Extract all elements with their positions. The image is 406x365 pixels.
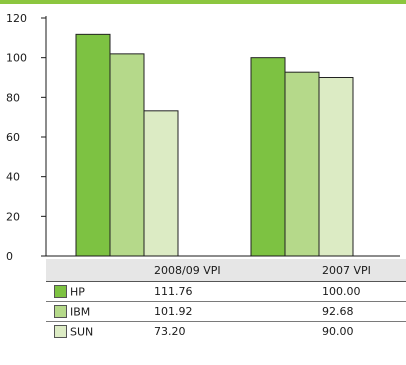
row-label-ibm: IBM (46, 301, 126, 322)
table-row-sun: SUN 73.20 90.00 (46, 321, 406, 341)
header-accent-rule (0, 0, 406, 4)
cell-ibm-2008: 101.92 (126, 301, 296, 322)
row-label-sun: SUN (46, 321, 126, 341)
cell-hp-2008: 111.76 (126, 281, 296, 302)
y-tick-label: 40 (6, 171, 20, 184)
series-name-ibm: IBM (70, 305, 91, 319)
data-table: 2008/09 VPI 2007 VPI HP 111.76 100.00 IB… (46, 259, 406, 341)
column-header-1: 2008/09 VPI (126, 259, 296, 282)
bar-sun-1 (318, 77, 354, 257)
y-tick-label: 20 (6, 210, 20, 223)
y-tick-label: 100 (6, 52, 27, 65)
cell-hp-2007: 100.00 (296, 281, 406, 302)
cell-ibm-2007: 92.68 (296, 301, 406, 322)
table-row-hp: HP 111.76 100.00 (46, 281, 406, 302)
bar-ibm-1 (284, 71, 320, 257)
cell-sun-2008: 73.20 (126, 321, 296, 341)
table-header-empty (46, 259, 126, 282)
legend-swatch-hp (54, 285, 67, 299)
bar-hp-0 (75, 33, 111, 257)
y-tick-label: 60 (6, 131, 20, 144)
row-label-hp: HP (46, 281, 126, 302)
series-name-hp: HP (70, 285, 85, 299)
table-row-ibm: IBM 101.92 92.68 (46, 301, 406, 322)
y-tick-label: 0 (6, 250, 13, 262)
bar-hp-1 (250, 57, 286, 257)
bar-chart: 0 20 40 60 80 100 120 (6, 12, 400, 262)
legend-swatch-sun (54, 325, 67, 339)
bar-sun-0 (143, 110, 179, 257)
bar-ibm-0 (109, 53, 145, 257)
y-tick-label: 120 (6, 12, 27, 25)
y-tick-label: 80 (6, 91, 20, 104)
series-name-sun: SUN (70, 325, 94, 339)
column-header-2: 2007 VPI (296, 259, 406, 282)
cell-sun-2007: 90.00 (296, 321, 406, 341)
legend-swatch-ibm (54, 305, 67, 319)
table-header-row: 2008/09 VPI 2007 VPI (46, 259, 406, 282)
